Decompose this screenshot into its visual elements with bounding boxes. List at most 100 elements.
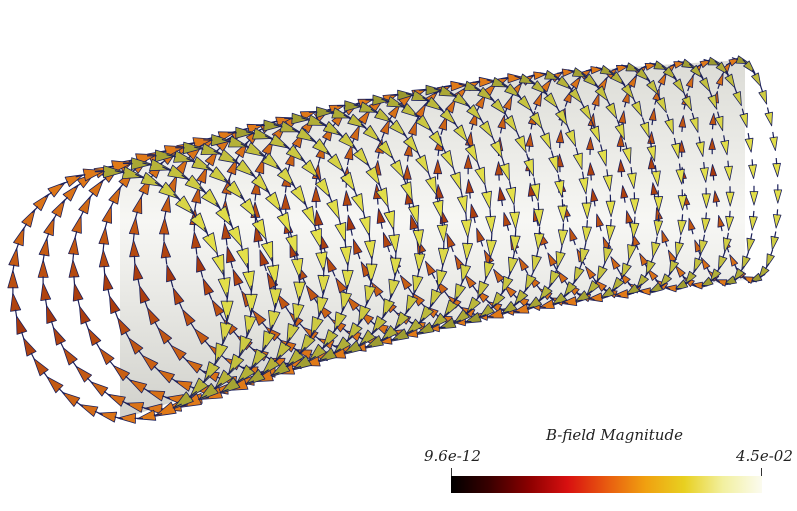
field-arrow-shaft bbox=[452, 166, 457, 175]
field-arrow-shaft bbox=[583, 242, 587, 251]
field-arrow-shaft bbox=[563, 279, 569, 286]
field-arrow-shaft bbox=[501, 199, 504, 206]
field-arrow-shaft bbox=[264, 135, 274, 141]
field-arrow-shaft bbox=[610, 286, 618, 292]
field-arrow-shaft bbox=[225, 237, 228, 246]
field-arrow-shaft bbox=[295, 250, 298, 261]
field-arrow-shaft bbox=[512, 251, 516, 260]
field-arrow-glyph bbox=[764, 111, 773, 127]
field-arrow-shaft bbox=[189, 208, 197, 218]
field-arrow-shaft bbox=[378, 293, 384, 300]
field-arrow-glyph bbox=[46, 304, 57, 324]
field-arrow-shaft bbox=[232, 158, 241, 166]
field-arrow-shaft bbox=[715, 201, 718, 207]
field-arrow-shaft bbox=[213, 150, 223, 156]
field-arrow-shaft bbox=[678, 163, 681, 171]
field-arrow-shaft bbox=[742, 58, 748, 65]
field-arrow-shaft bbox=[403, 308, 410, 316]
field-arrow-shaft bbox=[12, 264, 15, 273]
field-arrow-shaft bbox=[387, 118, 395, 125]
field-arrow-shaft bbox=[291, 128, 301, 134]
field-arrow-shaft bbox=[219, 312, 225, 320]
field-arrow-shaft bbox=[537, 296, 545, 302]
field-arrow-shaft bbox=[607, 241, 611, 250]
field-arrow-shaft bbox=[591, 275, 597, 282]
field-arrow-shaft bbox=[440, 263, 444, 272]
field-arrow-shaft bbox=[681, 274, 686, 280]
field-arrow-shaft bbox=[486, 79, 495, 83]
field-arrow-shaft bbox=[528, 79, 536, 86]
field-arrow-shaft bbox=[562, 301, 569, 305]
field-arrow-shaft bbox=[775, 157, 778, 165]
field-ring bbox=[128, 134, 330, 387]
field-arrow-shaft bbox=[321, 342, 329, 350]
field-arrow-shaft bbox=[516, 93, 523, 100]
field-arrow-shaft bbox=[528, 145, 531, 152]
field-arrow-shaft bbox=[593, 104, 597, 111]
field-arrow-shaft bbox=[109, 201, 115, 209]
field-arrow-shaft bbox=[153, 413, 163, 416]
field-arrow-shaft bbox=[688, 63, 695, 70]
field-ring bbox=[616, 60, 711, 293]
field-arrow-shaft bbox=[702, 234, 706, 242]
field-arrow-shaft bbox=[664, 285, 671, 291]
field-arrow-shaft bbox=[633, 67, 640, 73]
field-arrow-shaft bbox=[30, 352, 36, 361]
field-arrow-shaft bbox=[626, 280, 632, 286]
field-arrow-shaft bbox=[417, 222, 419, 232]
field-arrow-shaft bbox=[344, 238, 347, 249]
field-arrow-shaft bbox=[377, 182, 383, 191]
field-arrow-shaft bbox=[393, 272, 397, 282]
field-arrow-shaft bbox=[531, 195, 534, 202]
field-arrow-shaft bbox=[300, 157, 308, 165]
field-arrow-shaft bbox=[263, 263, 267, 272]
field-arrow-shaft bbox=[415, 115, 420, 122]
field-arrow-shaft bbox=[181, 355, 189, 363]
field-arrow-shaft bbox=[666, 114, 670, 122]
field-arrow-shaft bbox=[166, 154, 177, 158]
field-arrow-shaft bbox=[444, 85, 452, 88]
field-arrow-shaft bbox=[166, 339, 173, 347]
field-arrow-shaft bbox=[691, 282, 697, 288]
field-arrow-shaft bbox=[103, 265, 106, 274]
colorbar-gradient bbox=[451, 476, 762, 493]
field-arrow-shaft bbox=[84, 321, 89, 330]
field-arrow-shaft bbox=[752, 210, 755, 218]
field-arrow-glyph bbox=[102, 272, 114, 292]
field-arrow-shaft bbox=[232, 330, 239, 338]
field-arrow-shaft bbox=[197, 394, 208, 401]
field-arrow-shaft bbox=[88, 192, 94, 200]
field-arrow-shaft bbox=[114, 416, 123, 420]
field-arrow-shaft bbox=[165, 256, 168, 265]
field-arrow-shaft bbox=[691, 268, 697, 275]
field-arrow-shaft bbox=[489, 209, 492, 218]
field-arrow-shaft bbox=[261, 321, 267, 329]
field-arrow-shaft bbox=[698, 253, 702, 261]
field-ring bbox=[158, 126, 354, 378]
field-arrow-shaft bbox=[427, 302, 434, 310]
field-arrow-shaft bbox=[366, 162, 372, 171]
field-arrow-shaft bbox=[303, 200, 309, 210]
field-arrow-shaft bbox=[464, 102, 472, 110]
field-arrow-glyph bbox=[72, 282, 84, 302]
field-arrow-shaft bbox=[343, 114, 352, 120]
field-arrow-shaft bbox=[265, 187, 272, 197]
field-arrow-shaft bbox=[364, 345, 372, 348]
field-arrow-shaft bbox=[162, 166, 172, 172]
field-arrow-shaft bbox=[298, 346, 306, 355]
field-arrow-shaft bbox=[606, 99, 611, 107]
field-arrow-shaft bbox=[725, 282, 731, 285]
field-arrow-glyph bbox=[749, 215, 758, 231]
field-arrow-shaft bbox=[677, 60, 685, 64]
field-arrow-shaft bbox=[699, 74, 705, 81]
field-arrow-shaft bbox=[386, 245, 391, 253]
field-arrow-shaft bbox=[283, 143, 291, 151]
field-arrow-shaft bbox=[278, 207, 284, 217]
field-arrow-shaft bbox=[437, 149, 440, 157]
field-arrow-glyph bbox=[62, 347, 78, 366]
field-arrow-shaft bbox=[484, 298, 491, 304]
field-arrow-shaft bbox=[595, 66, 603, 71]
field-arrow-shaft bbox=[228, 220, 235, 230]
field-arrow-shaft bbox=[390, 155, 397, 164]
